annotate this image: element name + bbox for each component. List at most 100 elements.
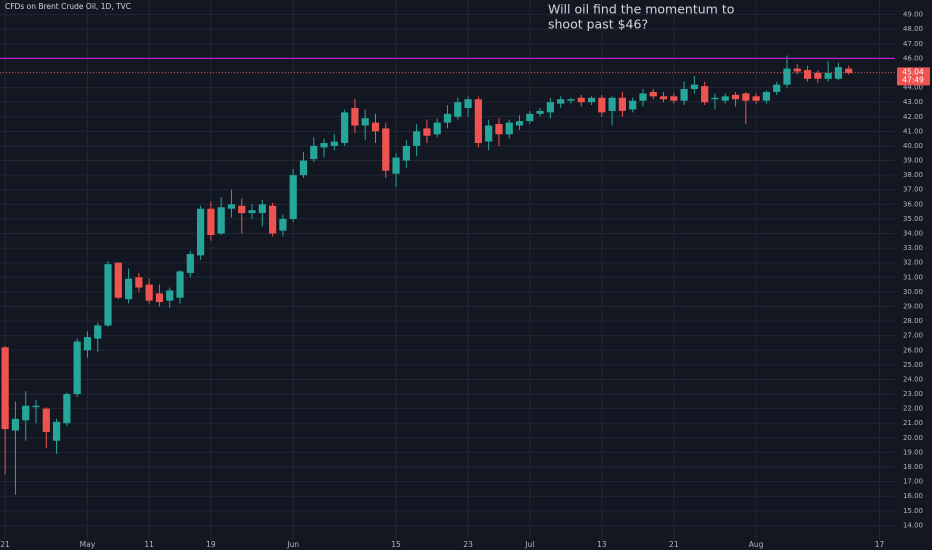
candle-body — [557, 99, 565, 104]
candle-body — [371, 122, 380, 132]
candle-body — [382, 128, 390, 171]
candle-body — [83, 337, 92, 351]
candle-body — [618, 97, 626, 111]
annotation: Will oil find the momentum to — [548, 2, 734, 17]
y-tick-label: 19.00 — [903, 448, 923, 456]
candle-body — [680, 89, 688, 101]
x-tick-label: 21 — [0, 540, 10, 549]
x-tick-label: 15 — [391, 540, 401, 549]
candle-body — [454, 102, 462, 117]
candle-body — [690, 84, 698, 90]
candle-body — [587, 97, 596, 103]
candle-body — [608, 97, 616, 111]
y-tick-label: 24.00 — [903, 375, 923, 383]
candle-body — [505, 122, 513, 135]
candle-body — [361, 118, 369, 126]
y-tick-label: 44.00 — [903, 84, 923, 92]
candle-body — [42, 408, 50, 432]
candle-body — [392, 157, 400, 174]
candle-body — [52, 421, 61, 441]
y-tick-label: 25.00 — [903, 361, 923, 369]
candle-body — [32, 405, 40, 408]
y-tick-label: 14.00 — [903, 521, 923, 529]
y-tick-label: 29.00 — [903, 302, 923, 310]
candle-body — [114, 262, 122, 298]
x-tick-label: 19 — [206, 540, 216, 549]
candle-body — [186, 253, 194, 273]
candle-body — [834, 67, 843, 79]
candle-body — [783, 68, 791, 85]
y-tick-label: 16.00 — [903, 492, 923, 500]
candle-body — [423, 128, 431, 136]
y-tick-label: 42.00 — [903, 113, 923, 121]
candle-body — [659, 96, 668, 100]
y-tick-label: 27.00 — [903, 332, 923, 340]
y-tick-label: 38.00 — [903, 171, 923, 179]
candle-body — [73, 341, 81, 395]
candle-body — [63, 394, 71, 424]
y-tick-label: 32.00 — [903, 259, 923, 267]
y-tick-label: 28.00 — [903, 317, 923, 325]
x-tick-label: 11 — [144, 540, 154, 549]
candle-body — [577, 97, 585, 103]
y-tick-label: 18.00 — [903, 463, 923, 471]
last-price-box — [897, 67, 930, 86]
y-tick-label: 47.00 — [903, 40, 923, 48]
x-tick-label: 23 — [463, 540, 473, 549]
candle-body — [413, 131, 421, 146]
candle-body — [629, 100, 637, 110]
candle-body — [258, 204, 266, 214]
candle-body — [330, 141, 338, 146]
x-tick-label: Aug — [749, 540, 764, 549]
candle-body — [145, 284, 153, 301]
candle-body — [124, 278, 133, 300]
candle-body — [495, 124, 503, 135]
candle-body — [227, 204, 236, 209]
candle-body — [845, 68, 853, 73]
y-tick-label: 39.00 — [903, 157, 923, 165]
candle-body — [11, 418, 20, 431]
candle-body — [526, 113, 534, 122]
countdown-label: 47:49 — [902, 75, 924, 84]
candle-body — [701, 86, 709, 103]
x-tick-label: Jul — [524, 540, 534, 549]
candles — [1, 55, 853, 495]
candle-body — [742, 93, 750, 101]
y-tick-label: 37.00 — [903, 186, 923, 194]
candle-body — [310, 145, 318, 160]
y-tick-label: 21.00 — [903, 419, 923, 427]
candle-body — [474, 99, 482, 144]
y-tick-label: 40.00 — [903, 142, 923, 150]
candle-body — [22, 405, 30, 421]
candle-body — [217, 207, 225, 234]
candle-body — [1, 347, 9, 430]
y-tick-label: 23.00 — [903, 390, 923, 398]
candle-body — [341, 112, 349, 144]
y-tick-label: 33.00 — [903, 244, 923, 252]
candle-body — [803, 70, 812, 79]
y-tick-label: 22.00 — [903, 405, 923, 413]
y-tick-label: 36.00 — [903, 200, 923, 208]
candle-body — [320, 143, 328, 148]
y-tick-label: 31.00 — [903, 273, 923, 281]
candle-body — [639, 93, 647, 101]
candle-body — [197, 208, 205, 256]
candle-body — [814, 72, 822, 79]
candle-body — [269, 205, 277, 234]
candle-body — [485, 125, 493, 142]
x-tick-label: 13 — [597, 540, 607, 549]
y-tick-label: 30.00 — [903, 288, 923, 296]
candle-body — [515, 121, 524, 126]
candle-body — [176, 271, 184, 298]
candle-body — [824, 72, 832, 79]
y-tick-label: 20.00 — [903, 434, 923, 442]
candle-body — [567, 99, 575, 101]
candle-body — [649, 91, 657, 97]
x-tick-label: May — [80, 540, 96, 549]
x-tick-label: 21 — [669, 540, 679, 549]
y-tick-label: 34.00 — [903, 230, 923, 238]
candle-body — [793, 68, 801, 72]
candle-body — [433, 122, 441, 135]
candle-body — [762, 91, 771, 101]
candle-body — [248, 210, 256, 214]
